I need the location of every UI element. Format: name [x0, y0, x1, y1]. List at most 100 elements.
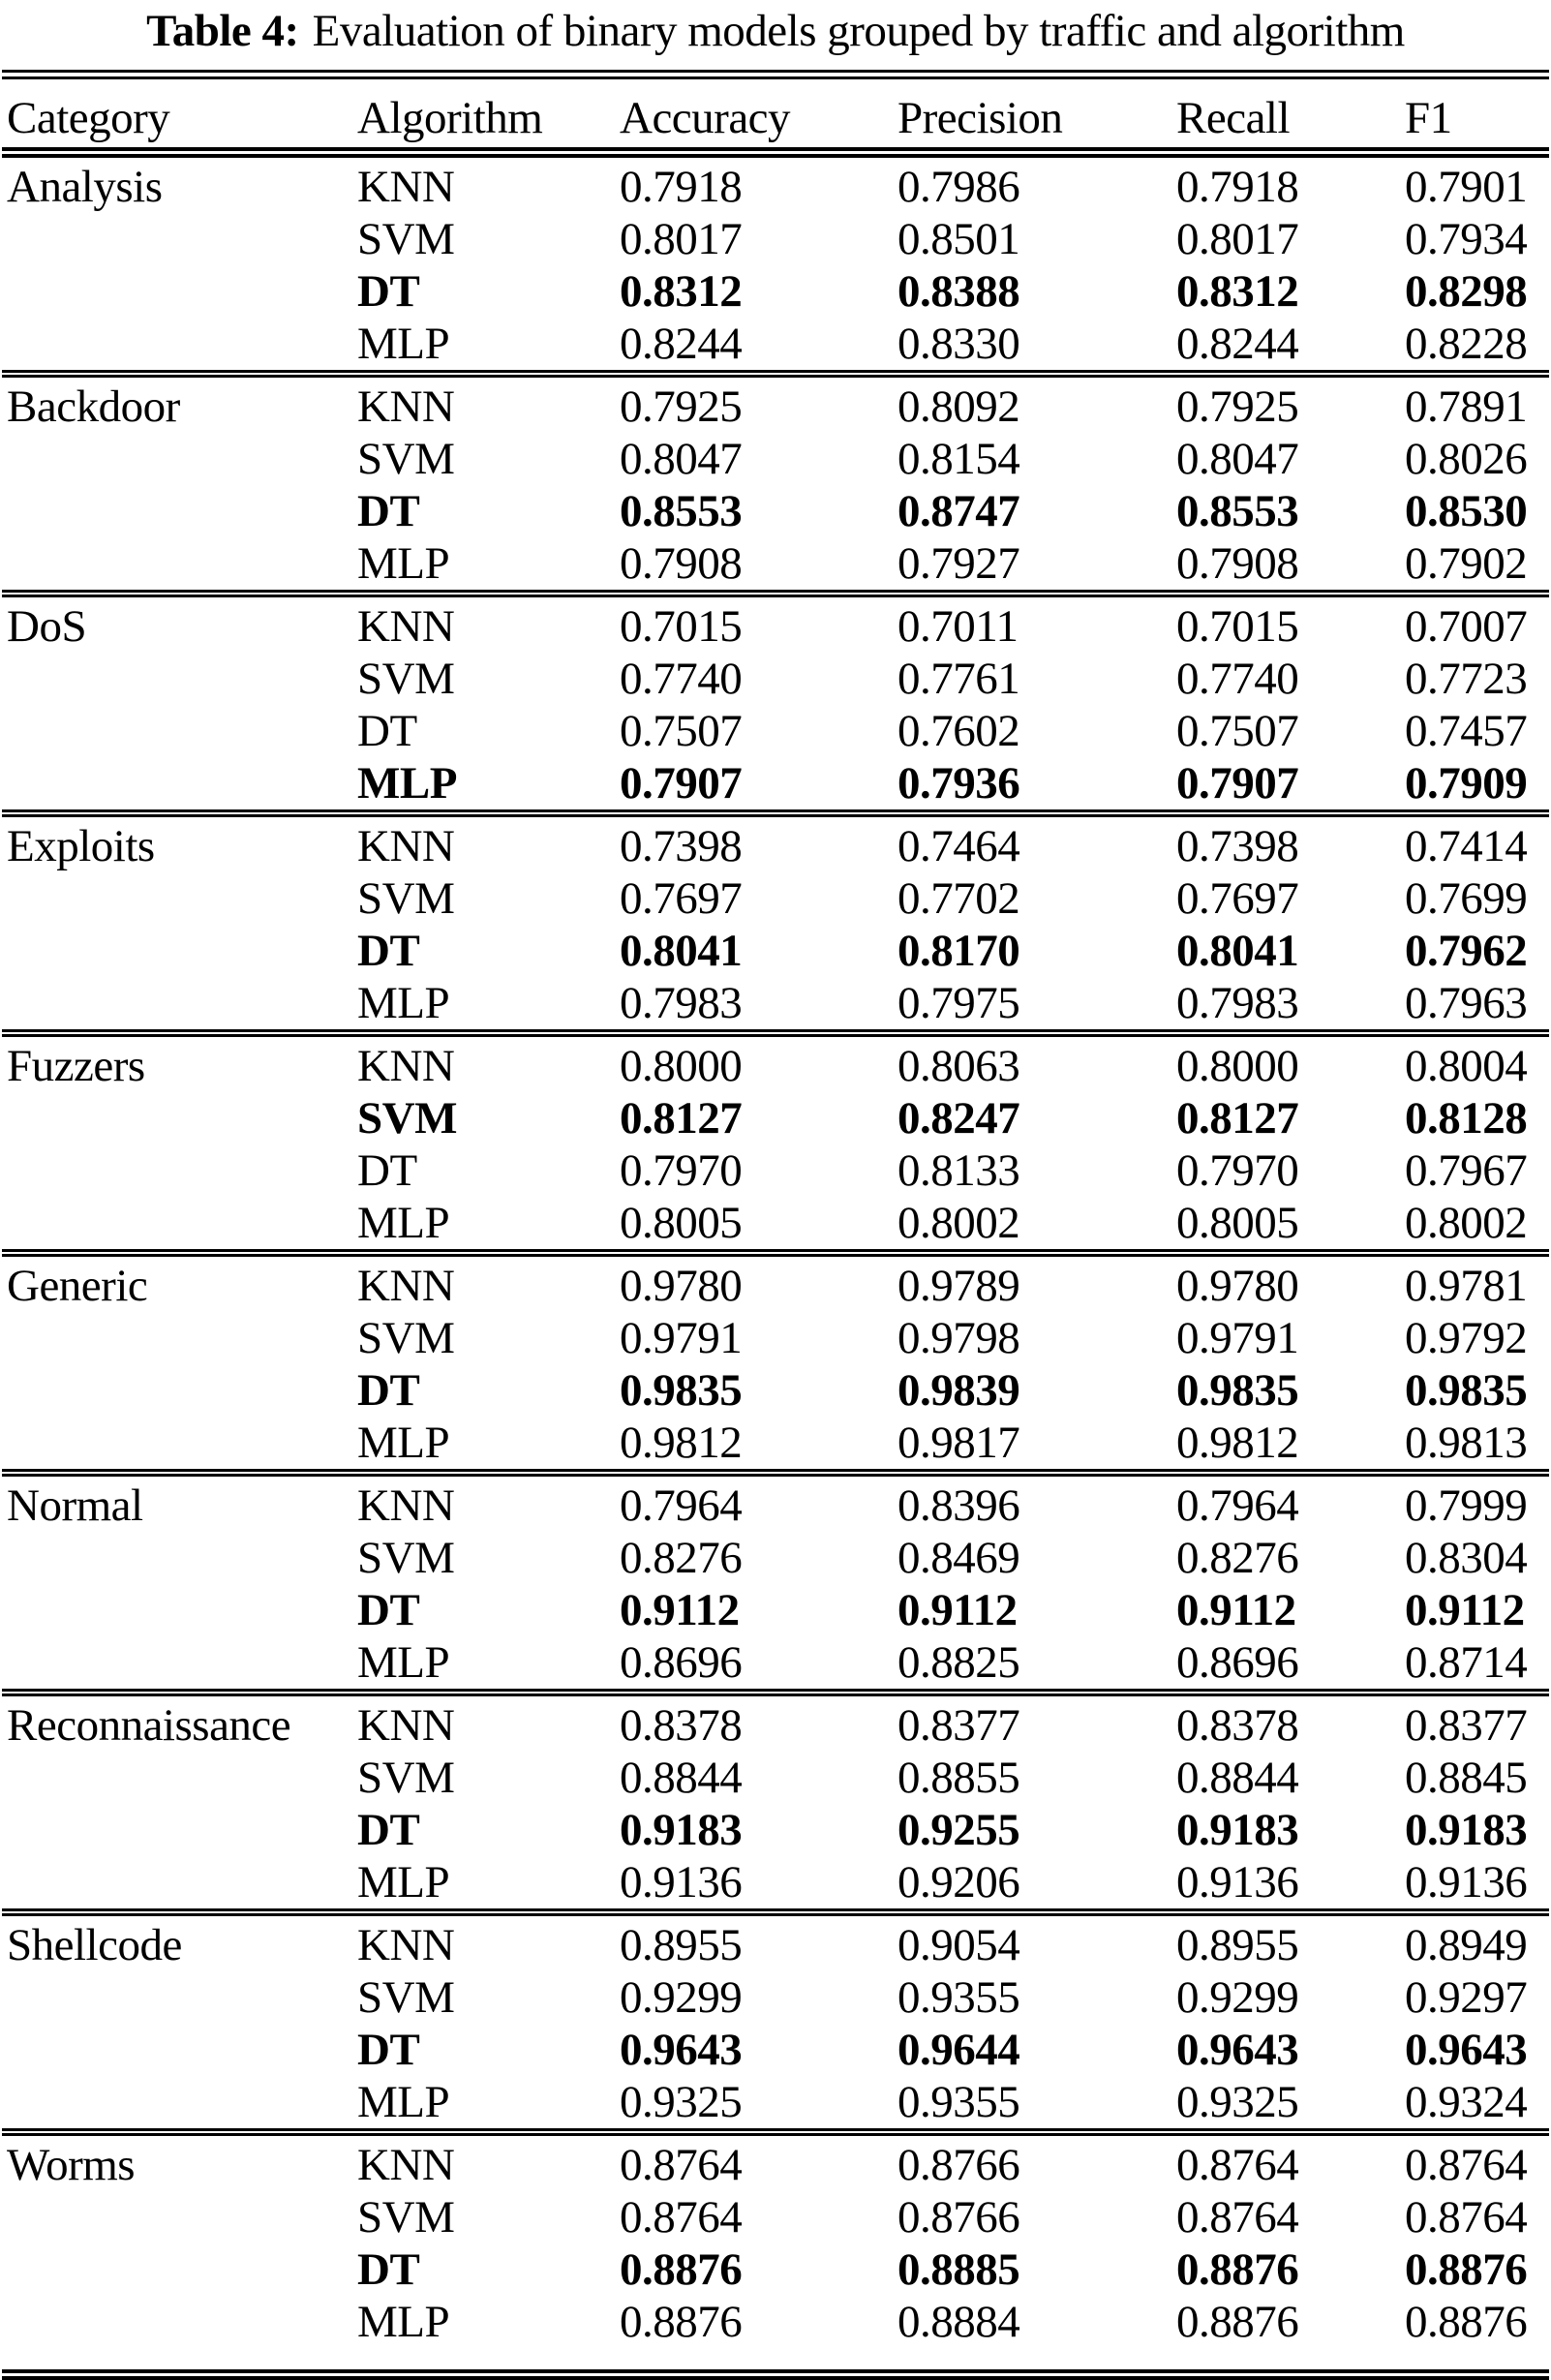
category-cell	[2, 1971, 357, 2024]
algorithm-cell: SVM	[357, 434, 455, 484]
algorithm-cell: DT	[357, 1365, 420, 1416]
category-cell	[2, 1804, 357, 1856]
column-header-category: Category	[2, 70, 357, 158]
f1-cell: 0.7902	[1405, 538, 1528, 589]
precision-cell: 0.7986	[897, 148, 1176, 213]
table-row: DT 0.9183 0.9255 0.9183 0.9183	[2, 1804, 1549, 1856]
accuracy-cell: 0.7964	[620, 1469, 897, 1532]
algorithm-cell: MLP	[357, 1857, 450, 1907]
recall-cell: 0.9112	[1176, 1585, 1296, 1635]
f1-cell: 0.8764	[1405, 2192, 1528, 2243]
algorithm-cell: MLP	[357, 319, 450, 369]
precision-cell: 0.9355	[897, 1972, 1020, 2023]
accuracy-cell: 0.9325	[620, 2077, 743, 2127]
precision-cell: 0.8469	[897, 1533, 1020, 1583]
algorithm-cell: SVM	[357, 1753, 455, 1803]
category-cell	[2, 213, 357, 265]
algorithm-cell: DT	[357, 486, 420, 536]
accuracy-cell: 0.7925	[620, 370, 897, 433]
precision-cell: 0.8063	[897, 1029, 1176, 1092]
recall-cell: 0.8876	[1176, 2244, 1299, 2295]
f1-cell: 0.8714	[1405, 1637, 1528, 1688]
table-row: SVM 0.8764 0.8766 0.8764 0.8764	[2, 2191, 1549, 2243]
accuracy-cell: 0.7507	[620, 706, 743, 756]
recall-cell: 0.8276	[1176, 1533, 1299, 1583]
category-cell	[2, 2296, 357, 2380]
category-cell: DoS	[2, 590, 357, 653]
algorithm-cell: SVM	[357, 1533, 455, 1583]
accuracy-cell: 0.8276	[620, 1533, 743, 1583]
precision-cell: 0.9355	[897, 2077, 1020, 2127]
category-cell	[2, 2191, 357, 2243]
category-cell	[2, 1584, 357, 1636]
table-header: Category Algorithm Accuracy Precision Re…	[2, 70, 1549, 158]
category-cell	[2, 872, 357, 925]
category-cell	[2, 1364, 357, 1417]
recall-cell: 0.7507	[1176, 706, 1299, 756]
recall-cell: 0.9643	[1176, 2025, 1299, 2075]
accuracy-cell: 0.8876	[620, 2296, 897, 2380]
accuracy-cell: 0.8378	[620, 1689, 897, 1752]
table-row: DT 0.8312 0.8388 0.8312 0.8298	[2, 265, 1549, 318]
precision-cell: 0.7011	[897, 590, 1176, 653]
table-row: DT 0.9643 0.9644 0.9643 0.9643	[2, 2024, 1549, 2076]
accuracy-cell: 0.7398	[620, 809, 897, 872]
recall-cell: 0.8553	[1176, 486, 1299, 536]
recall-cell: 0.8005	[1176, 1198, 1299, 1248]
precision-cell: 0.8766	[897, 2128, 1176, 2191]
f1-cell: 0.9297	[1405, 1972, 1528, 2023]
category-cell	[2, 1752, 357, 1804]
f1-cell: 0.8004	[1405, 1029, 1549, 1092]
table-row: DT 0.7507 0.7602 0.7507 0.7457	[2, 705, 1549, 757]
accuracy-cell: 0.9643	[620, 2025, 743, 2075]
recall-cell: 0.7907	[1176, 758, 1299, 809]
algorithm-cell: DT	[357, 2244, 420, 2295]
recall-cell: 0.9780	[1176, 1249, 1405, 1312]
table-caption-label: Table 4:	[146, 6, 299, 56]
precision-cell: 0.9054	[897, 1908, 1176, 1971]
recall-cell: 0.8041	[1176, 926, 1299, 976]
algorithm-cell: MLP	[357, 1198, 450, 1248]
column-header-f1: F1	[1405, 70, 1549, 158]
precision-cell: 0.8884	[897, 2296, 1176, 2380]
algorithm-cell: KNN	[357, 370, 620, 433]
table-row: DoS KNN 0.7015 0.7011 0.7015 0.7007	[2, 590, 1549, 653]
precision-cell: 0.8396	[897, 1469, 1176, 1532]
accuracy-cell: 0.7970	[620, 1145, 743, 1196]
category-cell: Shellcode	[2, 1908, 357, 1971]
f1-cell: 0.8949	[1405, 1908, 1549, 1971]
table-body: Analysis KNN 0.7918 0.7986 0.7918 0.7901 SVM 0.…	[2, 148, 1549, 2380]
precision-cell: 0.9798	[897, 1313, 1020, 1363]
f1-cell: 0.8764	[1405, 2128, 1549, 2191]
category-cell	[2, 1197, 357, 1253]
accuracy-cell: 0.9835	[620, 1365, 743, 1416]
table-row: Reconnaissance KNN 0.8378 0.8377 0.8378 0.837…	[2, 1689, 1549, 1752]
category-cell: Generic	[2, 1249, 357, 1312]
f1-cell: 0.7901	[1405, 148, 1549, 213]
f1-cell: 0.7934	[1405, 214, 1528, 264]
precision-cell: 0.9206	[897, 1857, 1020, 1907]
f1-cell: 0.7414	[1405, 809, 1549, 872]
table-row: Backdoor KNN 0.7925 0.8092 0.7925 0.7891	[2, 370, 1549, 433]
recall-cell: 0.9835	[1176, 1365, 1299, 1416]
table-row: MLP 0.8244 0.8330 0.8244 0.8228	[2, 318, 1549, 374]
table-row: MLP 0.7908 0.7927 0.7908 0.7902	[2, 537, 1549, 594]
precision-cell: 0.9644	[897, 2025, 1020, 2075]
algorithm-cell: DT	[357, 1805, 420, 1855]
category-cell	[2, 925, 357, 977]
category-cell	[2, 653, 357, 705]
algorithm-cell: SVM	[357, 1313, 455, 1363]
category-cell	[2, 705, 357, 757]
f1-cell: 0.7999	[1405, 1469, 1549, 1532]
evaluation-table: Category Algorithm Accuracy Precision Re…	[2, 70, 1549, 2380]
algorithm-cell: MLP	[357, 758, 457, 809]
category-cell	[2, 977, 357, 1033]
accuracy-cell: 0.8764	[620, 2128, 897, 2191]
category-cell: Reconnaissance	[2, 1689, 357, 1752]
f1-cell: 0.8002	[1405, 1198, 1528, 1248]
recall-cell: 0.9299	[1176, 1972, 1299, 2023]
f1-cell: 0.9835	[1405, 1365, 1528, 1416]
recall-cell: 0.7925	[1176, 370, 1405, 433]
f1-cell: 0.8845	[1405, 1753, 1528, 1803]
